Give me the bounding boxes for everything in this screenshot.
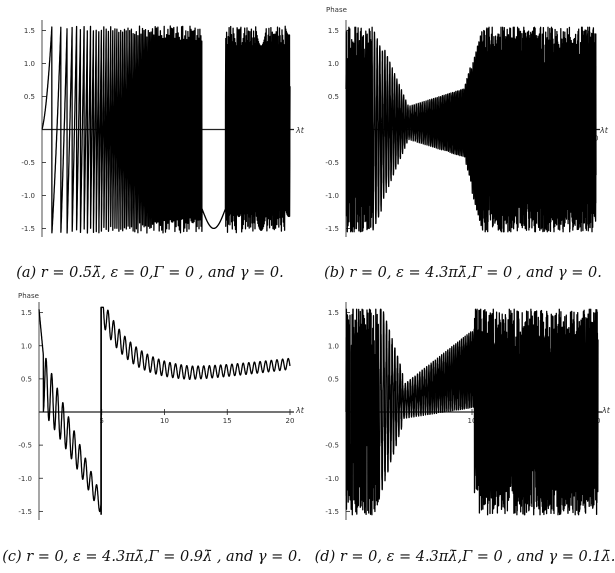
panel-a-plot bbox=[41, 20, 294, 237]
y-tick-label: -0.5 bbox=[325, 442, 339, 450]
x-tick-label: 10 bbox=[468, 417, 477, 425]
y-tick-label: -1.0 bbox=[325, 475, 339, 483]
panel-b-plot bbox=[345, 20, 600, 237]
panel-c-plot bbox=[38, 302, 294, 520]
y-tick-label: 0.5 bbox=[24, 93, 35, 101]
panel-c-xlabel: λt bbox=[295, 406, 305, 415]
panel-c-caption: (c) r = 0, ε = 4.3πλ̄,Γ = 0.9λ̄ , and γ … bbox=[2, 549, 302, 565]
y-tick-label: 1.0 bbox=[328, 342, 339, 350]
y-tick-label: 0.5 bbox=[328, 93, 339, 101]
panel-d-xlabel: λt bbox=[601, 406, 611, 415]
panel-b-xlabel: λt bbox=[599, 126, 609, 135]
panel-a-xlabel: λt bbox=[295, 126, 305, 135]
x-tick-label: 10 bbox=[160, 417, 169, 425]
y-tick-label: -1.5 bbox=[325, 225, 339, 233]
panel-a-yticks: 1.5 1.0 0.5 -0.5 -1.0 -1.5 bbox=[21, 27, 46, 233]
y-tick-label: -1.5 bbox=[18, 508, 32, 516]
y-tick-label: -1.5 bbox=[21, 225, 35, 233]
x-tick-label: 20 bbox=[286, 417, 295, 425]
y-tick-label: 0.5 bbox=[21, 375, 32, 383]
series-line bbox=[41, 25, 291, 234]
series-line bbox=[345, 308, 599, 516]
y-tick-label: 0.5 bbox=[328, 375, 339, 383]
panel-a-chart: λt 1.51.00.5-0.5-1.0-1.5 5 (a) r = 0.5λ̄… bbox=[16, 20, 305, 281]
y-tick-label: 1.5 bbox=[24, 27, 35, 35]
x-tick-label: 15 bbox=[223, 417, 232, 425]
y-tick-label: -0.5 bbox=[325, 159, 339, 167]
panel-d-caption: (d) r = 0, ε = 4.3πλ̄,Γ = 0 , and γ = 0.… bbox=[315, 549, 615, 565]
y-tick-label: -1.5 bbox=[325, 508, 339, 516]
y-tick-label: -1.0 bbox=[18, 475, 32, 483]
panel-d-plot bbox=[345, 302, 602, 520]
panel-b-ylabel: Phase bbox=[326, 6, 347, 14]
y-tick-label: 1.5 bbox=[328, 309, 339, 317]
y-tick-label: -1.0 bbox=[21, 192, 35, 200]
y-tick-label: 1.5 bbox=[21, 309, 32, 317]
y-tick-label: 1.0 bbox=[328, 60, 339, 68]
y-tick-label: 1.0 bbox=[21, 342, 32, 350]
panel-c-ylabel: Phase bbox=[18, 292, 39, 300]
y-tick-label: 1.0 bbox=[24, 60, 35, 68]
panel-d-chart: λt 1.51.00.5-0.5-1.0-1.5 10 20 (d) r = 0,… bbox=[315, 302, 615, 565]
panel-b-caption: (b) r = 0, ε = 4.3πλ̄,Γ = 0 , and γ = 0. bbox=[324, 265, 602, 281]
series-line bbox=[38, 306, 291, 513]
y-tick-label: -0.5 bbox=[21, 159, 35, 167]
panel-a-caption: (a) r = 0.5λ̄, ε = 0,Γ = 0 , and γ = 0. bbox=[16, 265, 284, 281]
y-tick-label: 1.5 bbox=[328, 27, 339, 35]
y-tick-label: -0.5 bbox=[18, 442, 32, 450]
y-tick-label: -1.0 bbox=[325, 192, 339, 200]
panel-b-chart: Phase λt 1.51.00.5-0.5-1.0-1.5 20 (b) r … bbox=[324, 6, 609, 281]
series-line bbox=[345, 26, 597, 233]
